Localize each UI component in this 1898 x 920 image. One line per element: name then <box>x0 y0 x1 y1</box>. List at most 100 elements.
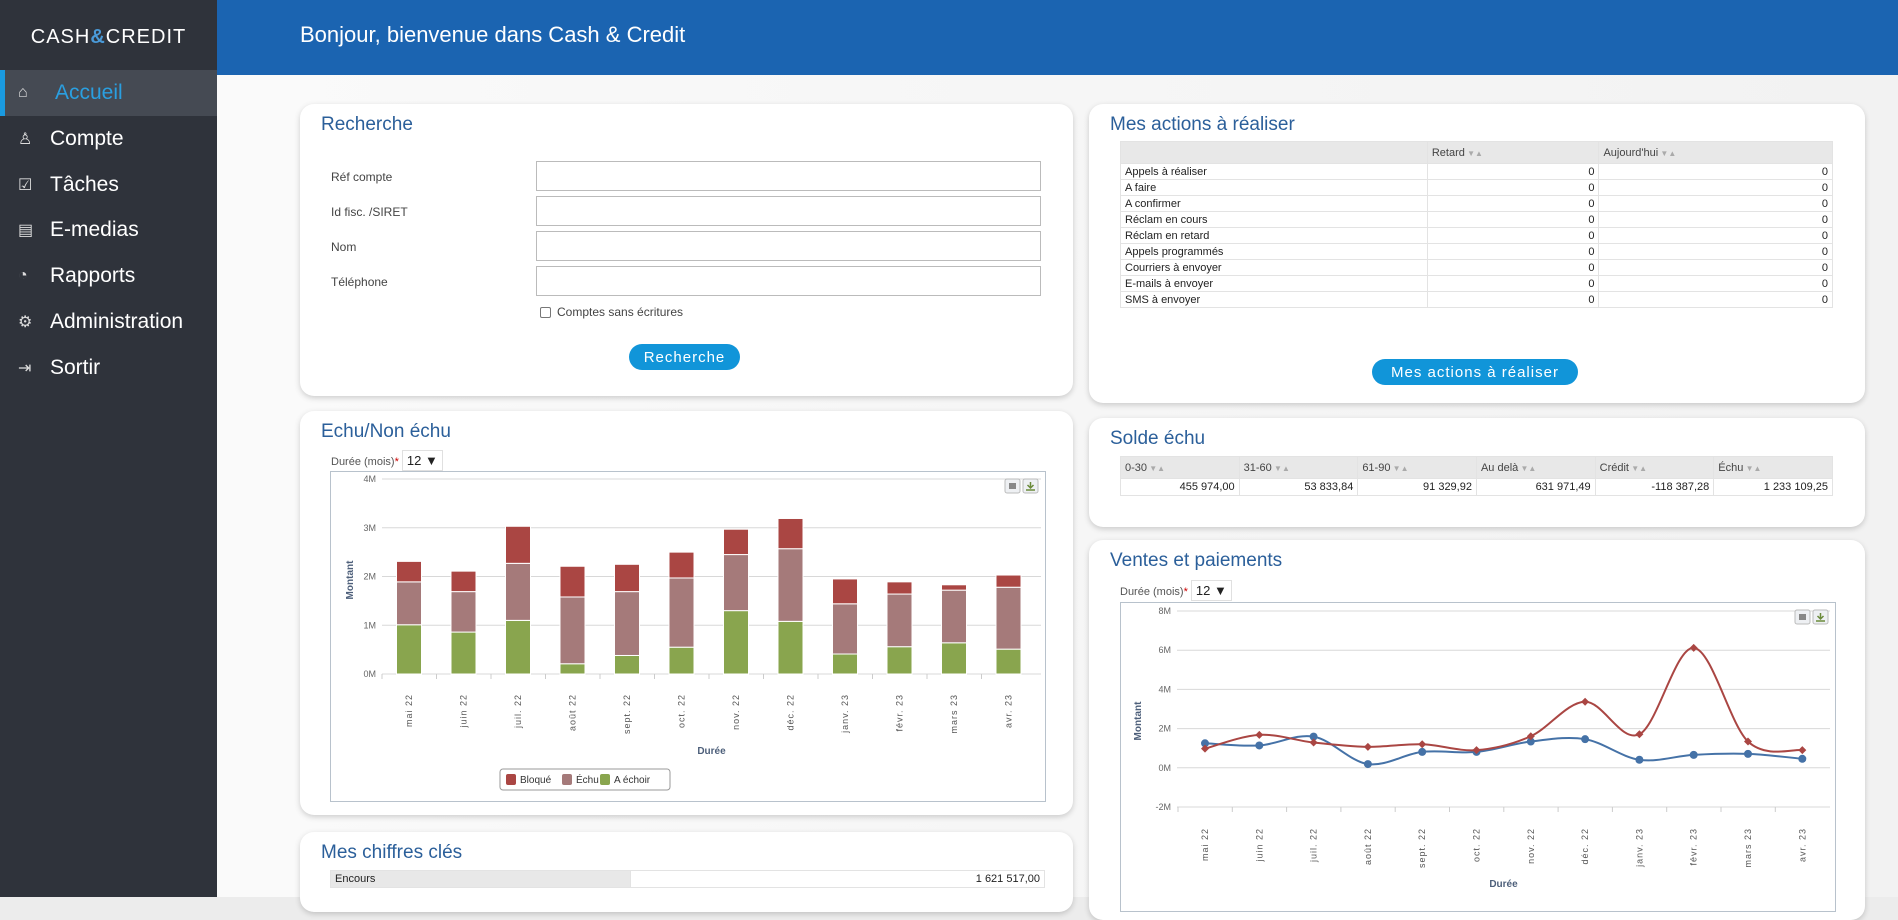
column-header[interactable]: Au delà ▼▲ <box>1475 456 1596 479</box>
data-point[interactable] <box>1309 738 1318 747</box>
bar-échu[interactable] <box>941 589 967 644</box>
bar-échu[interactable] <box>396 581 422 626</box>
bar-aéchoir[interactable] <box>505 619 531 675</box>
data-point[interactable] <box>1201 739 1209 748</box>
bar-bloqué[interactable] <box>777 517 804 550</box>
sidebar-item-tches[interactable]: ☑ Tâches <box>0 162 217 208</box>
print-button[interactable] <box>1794 609 1811 625</box>
bar-aéchoir[interactable] <box>614 654 640 675</box>
column-header[interactable]: 61-90 ▼▲ <box>1357 456 1477 479</box>
data-point[interactable] <box>1526 732 1535 741</box>
bar-bloqué[interactable] <box>396 560 422 583</box>
bar-bloqué[interactable] <box>832 578 858 605</box>
bar-aéchoir[interactable] <box>668 646 695 675</box>
data-point[interactable] <box>1255 741 1264 750</box>
sort-icon[interactable]: ▼▲ <box>1658 148 1677 158</box>
bar-aéchoir[interactable] <box>832 653 858 675</box>
mes-actions-button[interactable]: Mes actions à réaliser <box>1372 359 1578 385</box>
data-point[interactable] <box>1744 749 1752 758</box>
data-point[interactable] <box>1689 750 1698 759</box>
table-row[interactable]: Appels à réaliser 0 0 <box>1120 163 1833 180</box>
data-point[interactable] <box>1798 746 1807 755</box>
data-point[interactable] <box>1363 742 1372 751</box>
column-header[interactable]: Crédit ▼▲ <box>1594 456 1715 479</box>
bar-échu[interactable] <box>614 591 640 656</box>
bar-échu[interactable] <box>723 554 749 612</box>
search-button[interactable]: Recherche <box>629 344 740 370</box>
data-point[interactable] <box>1581 697 1590 706</box>
bar-bloqué[interactable] <box>723 528 749 556</box>
logo[interactable]: CASH & CREDIT <box>0 0 217 75</box>
bar-bloqué[interactable] <box>505 525 531 564</box>
data-point[interactable] <box>1689 643 1698 652</box>
table-row[interactable]: Réclam en retard 0 0 <box>1120 227 1833 244</box>
sidebar-item-accueil[interactable]: ⌂ Accueil <box>0 70 217 116</box>
bar-aéchoir[interactable] <box>723 610 749 675</box>
bar-échu[interactable] <box>777 548 804 622</box>
data-point[interactable] <box>1255 730 1264 739</box>
table-row[interactable]: A faire 0 0 <box>1120 179 1833 196</box>
data-point[interactable] <box>1418 740 1427 749</box>
column-header[interactable]: Échu ▼▲ <box>1713 456 1833 479</box>
bar-aéchoir[interactable] <box>396 624 422 675</box>
sort-icon[interactable]: ▼▲ <box>1464 148 1483 158</box>
sort-icon[interactable]: ▼▲ <box>1628 463 1648 473</box>
legend-item[interactable]: A échoir <box>600 774 651 786</box>
data-point[interactable] <box>1798 754 1807 763</box>
table-row[interactable]: E-mails à envoyer 0 0 <box>1120 275 1833 292</box>
data-point[interactable] <box>1472 746 1481 755</box>
column-header[interactable]: Retard ▼▲ <box>1426 141 1600 164</box>
bar-échu[interactable] <box>559 596 586 665</box>
data-point[interactable] <box>1309 732 1318 741</box>
sort-icon[interactable]: ▼▲ <box>1271 463 1290 473</box>
duree-select[interactable]: 12 ▼ <box>1190 580 1232 601</box>
bar-aéchoir[interactable] <box>995 648 1022 675</box>
data-point[interactable] <box>1418 747 1427 756</box>
sort-icon[interactable]: ▼▲ <box>1147 463 1166 473</box>
duree-select[interactable]: 12 ▼ <box>401 450 443 471</box>
search-field-1[interactable] <box>536 196 1041 226</box>
sidebar-item-rapports[interactable]: ◔ Rapports <box>0 253 217 299</box>
search-field-0[interactable] <box>536 161 1041 191</box>
data-point[interactable] <box>1581 735 1590 744</box>
sidebar-item-sortir[interactable]: ⇥ Sortir <box>0 345 217 391</box>
download-button[interactable] <box>1812 609 1829 625</box>
bar-aéchoir[interactable] <box>886 646 913 675</box>
bar-bloqué[interactable] <box>941 584 967 591</box>
bar-aéchoir[interactable] <box>777 620 804 675</box>
data-point[interactable] <box>1635 755 1644 764</box>
sidebar-item-emedias[interactable]: ▤ E-medias <box>0 207 217 253</box>
data-point[interactable] <box>1526 737 1535 746</box>
bar-échu[interactable] <box>505 562 531 621</box>
download-button[interactable] <box>1022 478 1039 494</box>
sort-icon[interactable]: ▼▲ <box>1390 463 1409 473</box>
table-row[interactable]: Réclam en cours 0 0 <box>1120 211 1833 228</box>
bar-échu[interactable] <box>832 603 858 655</box>
bar-bloqué[interactable] <box>614 563 640 593</box>
bar-bloqué[interactable] <box>668 551 695 579</box>
column-header[interactable]: 0-30 ▼▲ <box>1120 456 1240 479</box>
bar-bloqué[interactable] <box>450 570 477 593</box>
bar-bloqué[interactable] <box>559 565 586 598</box>
comptes-sans-ecritures-checkbox[interactable] <box>540 307 551 318</box>
bar-échu[interactable] <box>450 591 477 633</box>
sort-icon[interactable]: ▼▲ <box>1743 463 1762 473</box>
column-header[interactable]: 31-60 ▼▲ <box>1238 456 1359 479</box>
data-point[interactable] <box>1744 737 1752 746</box>
bar-échu[interactable] <box>886 593 913 648</box>
table-row[interactable]: SMS à envoyer 0 0 <box>1120 291 1833 308</box>
bar-échu[interactable] <box>995 586 1022 650</box>
data-point[interactable] <box>1201 744 1209 753</box>
bar-aéchoir[interactable] <box>559 663 586 675</box>
bar-aéchoir[interactable] <box>941 642 967 675</box>
bar-bloqué[interactable] <box>995 574 1022 588</box>
sidebar-item-administration[interactable]: ⚙ Administration <box>0 299 217 345</box>
column-header[interactable]: Aujourd'hui ▼▲ <box>1598 141 1833 164</box>
sort-icon[interactable]: ▼▲ <box>1518 463 1537 473</box>
search-field-3[interactable] <box>536 266 1041 296</box>
table-row[interactable]: Appels programmés 0 0 <box>1120 243 1833 260</box>
print-button[interactable] <box>1004 478 1021 494</box>
search-field-2[interactable] <box>536 231 1041 261</box>
data-point[interactable] <box>1363 760 1372 769</box>
table-row[interactable]: A confirmer 0 0 <box>1120 195 1833 212</box>
